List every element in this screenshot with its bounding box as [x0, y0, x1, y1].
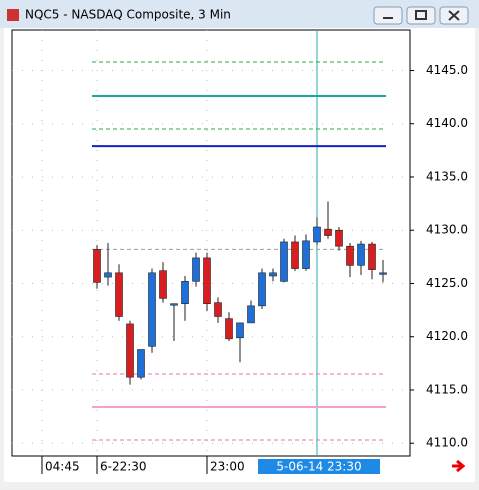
candle-body — [104, 272, 112, 278]
candle-body — [346, 245, 354, 266]
y-tick-label: 4135.0 — [426, 169, 468, 183]
candle-body — [368, 243, 376, 270]
candle-body — [302, 240, 310, 269]
scroll-arrow[interactable] — [452, 459, 466, 473]
candle-body — [93, 249, 101, 283]
candle-body — [214, 302, 222, 317]
app-icon — [7, 9, 19, 21]
candle-body — [159, 270, 167, 299]
y-tick-label: 4145.0 — [426, 63, 468, 77]
candle-body — [324, 228, 332, 236]
candle-body — [280, 241, 288, 282]
candle-body — [236, 322, 244, 339]
candle-body — [170, 303, 178, 306]
candle-body — [225, 318, 233, 340]
candle-body — [335, 229, 343, 247]
candle-body — [181, 281, 189, 305]
candle-body — [291, 241, 299, 269]
candle-body — [357, 243, 365, 266]
x-tick-label: 6-22:30 — [100, 460, 147, 474]
minimize-button[interactable] — [373, 6, 403, 25]
close-icon — [448, 10, 460, 21]
y-tick-label: 4140.0 — [426, 116, 468, 130]
restore-icon — [415, 10, 427, 20]
x-tick-label: 04:45 — [45, 460, 80, 474]
candle-body — [247, 305, 255, 324]
candle-body — [137, 349, 145, 378]
window-title: NQC5 - NASDAQ Composite, 3 Min — [25, 8, 231, 22]
restore-button[interactable] — [406, 6, 436, 25]
candle-body — [115, 272, 123, 317]
candle-body — [313, 226, 321, 243]
highlight-label-bg — [258, 459, 380, 474]
candle-body — [148, 272, 156, 347]
y-tick-label: 4110.0 — [426, 436, 468, 450]
candle-body — [192, 257, 200, 282]
plot-frame — [11, 29, 411, 457]
y-tick-label: 4125.0 — [426, 276, 468, 290]
x-tick-label: 5-06-14 23:30 — [276, 460, 361, 474]
x-tick-label: 23:00 — [210, 460, 245, 474]
candle-body — [379, 272, 387, 275]
y-tick-label: 4115.0 — [426, 382, 468, 396]
window-buttons[interactable] — [373, 6, 469, 25]
y-tick-label: 4120.0 — [426, 329, 468, 343]
candle-body — [126, 323, 134, 378]
candle-body — [258, 272, 266, 307]
candle-body — [269, 272, 277, 277]
candle-body — [203, 257, 211, 305]
y-tick-label: 4130.0 — [426, 223, 468, 237]
